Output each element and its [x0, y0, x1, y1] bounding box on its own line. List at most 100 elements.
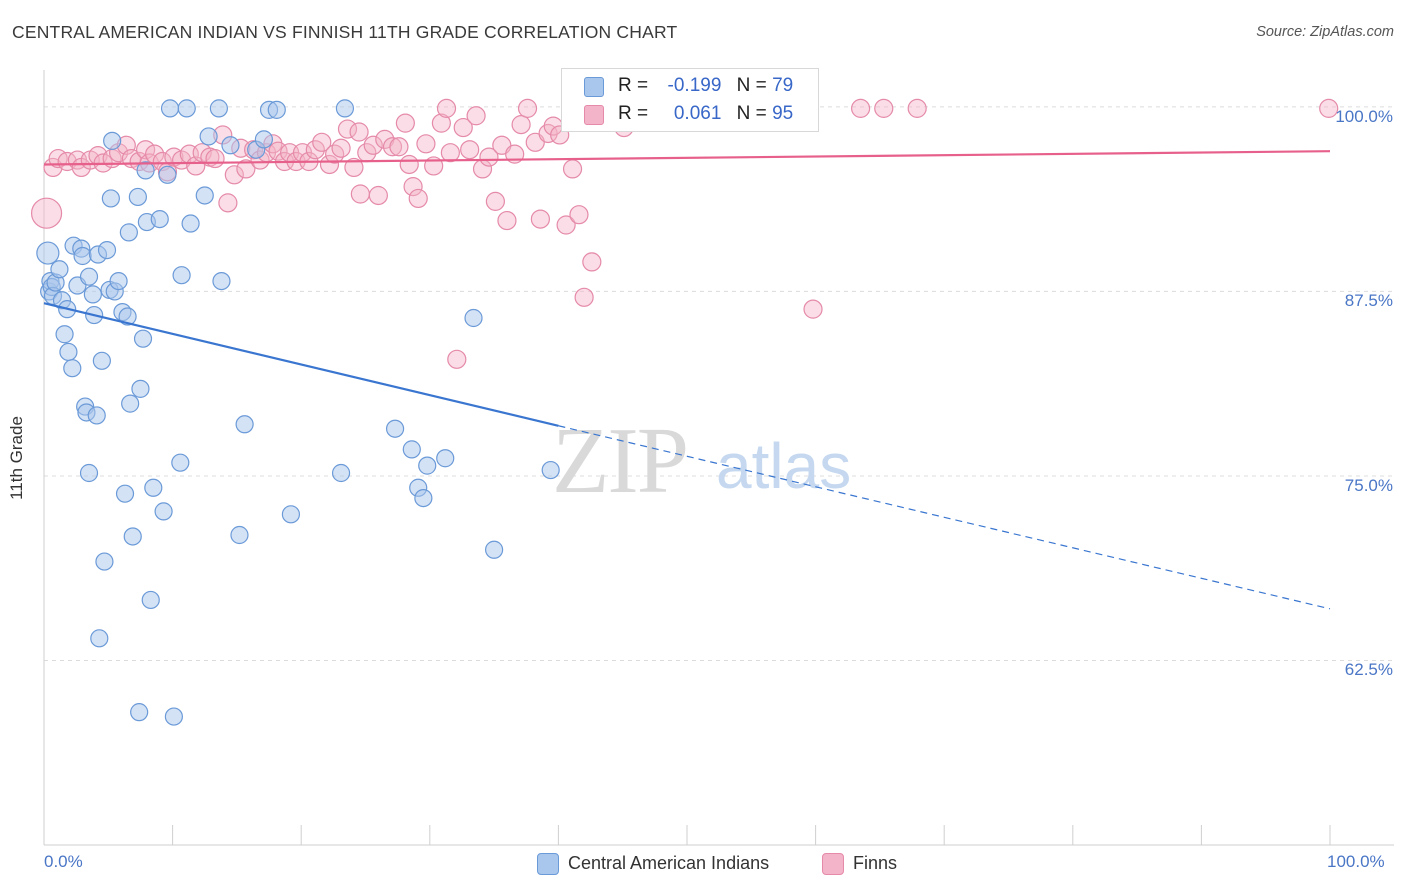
finns-point: [344, 157, 364, 178]
central-american-indians-point: [150, 209, 169, 229]
central-american-indians-point: [119, 223, 138, 242]
watermark-atlas: atlas: [716, 430, 851, 502]
finns-point: [485, 191, 505, 211]
finns-point: [172, 150, 192, 170]
finns-point: [1319, 98, 1339, 118]
central-american-indians-point: [95, 552, 114, 571]
legend-swatch-blue: [537, 853, 559, 875]
central-american-indians-point: [254, 130, 274, 149]
y-tick-label: 75.0%: [1344, 475, 1393, 495]
central-american-indians-point: [79, 267, 99, 286]
finns-point: [803, 299, 823, 319]
central-american-indians-point: [164, 707, 183, 726]
central-american-indians-point: [158, 165, 177, 184]
x-tick-min: 0.0%: [44, 852, 83, 871]
finns-point: [416, 134, 436, 154]
finns-point: [331, 138, 351, 158]
finns-point: [389, 137, 409, 157]
central-american-indians-points: [36, 99, 560, 726]
trend-lines: [43, 150, 1331, 610]
finns-point: [43, 157, 63, 178]
central-american-indians-trend-dashed: [558, 425, 1331, 610]
central-american-indians-trend-solid: [43, 302, 559, 427]
central-american-indians-point: [335, 99, 355, 118]
finns-point: [851, 98, 871, 118]
finns-point: [408, 188, 428, 209]
finns-point: [562, 159, 583, 179]
finns-point: [395, 113, 415, 133]
finns-point: [907, 98, 927, 118]
finns-point: [574, 287, 594, 307]
finns-point: [399, 154, 419, 175]
finns-point: [205, 148, 225, 169]
central-american-indians-point: [63, 359, 82, 378]
finns-point: [312, 132, 332, 152]
source-label: Source: ZipAtlas.com: [1256, 24, 1394, 40]
finns-point: [57, 151, 77, 172]
finns-point: [218, 193, 238, 213]
central-american-indians-point: [154, 502, 173, 521]
finns-point: [569, 205, 589, 225]
finns-points: [30, 98, 1339, 369]
y-tick-label: 87.5%: [1344, 291, 1393, 311]
finns-point: [453, 117, 473, 138]
central-american-indians-point: [464, 308, 483, 328]
central-american-indians-point: [92, 351, 111, 370]
legend-n-label: N =: [736, 103, 767, 124]
central-american-indians-point: [50, 260, 69, 279]
finns-point: [466, 106, 486, 126]
central-american-indians-point: [128, 187, 147, 207]
grid-lines: [44, 106, 1394, 661]
finns-point: [403, 177, 423, 197]
finns-trend-line: [43, 150, 1331, 166]
axes: [43, 70, 1394, 846]
finns-point: [224, 165, 244, 185]
central-american-indians-point: [385, 419, 405, 438]
legend-r-value: -0.199: [667, 75, 722, 96]
finns-point: [517, 98, 538, 118]
finns-point: [479, 147, 499, 167]
chart-title: CENTRAL AMERICAN INDIAN VS FINNISH 11TH …: [12, 22, 678, 42]
finns-point: [440, 143, 460, 163]
central-american-indians-point: [221, 136, 240, 155]
central-american-indians-point: [402, 440, 421, 459]
central-american-indians-point: [133, 329, 153, 348]
x-tick-max: 100.0%: [1327, 852, 1385, 871]
legend-label: Central American Indians: [568, 853, 770, 873]
central-american-indians-point: [418, 456, 437, 475]
central-american-indians-point: [59, 342, 78, 362]
central-american-indians-point: [118, 307, 137, 326]
central-american-indians-point: [109, 271, 128, 291]
central-american-indians-point: [101, 189, 120, 208]
central-american-indians-point: [212, 271, 231, 291]
finns-point: [363, 135, 383, 155]
central-american-indians-point: [141, 590, 160, 610]
central-american-indians-point: [87, 406, 106, 425]
finns-point: [382, 137, 403, 157]
finns-point: [337, 119, 358, 139]
finns-point: [447, 349, 467, 369]
central-american-indians-point: [281, 505, 301, 524]
central-american-indians-point: [36, 241, 60, 265]
central-american-indians-point: [55, 325, 74, 344]
central-american-indians-point: [123, 527, 142, 546]
finns-point: [164, 147, 184, 167]
central-american-indians-point: [209, 99, 228, 118]
central-american-indians-point: [414, 488, 433, 508]
central-american-indians-point: [131, 379, 150, 398]
central-american-indians-point: [136, 161, 155, 180]
central-american-indians-point: [83, 285, 102, 304]
central-american-indians-point: [235, 415, 254, 434]
finns-point: [368, 185, 388, 206]
central-american-indians-point: [181, 214, 200, 233]
central-american-indians-point: [90, 629, 109, 648]
legend-swatch-pink: [822, 853, 844, 875]
legend-r-label: R =: [618, 75, 649, 96]
legend-n-value: 79: [772, 75, 794, 96]
finns-point: [30, 197, 63, 229]
finns-point: [305, 140, 325, 160]
central-american-indians-point: [485, 540, 504, 559]
central-american-indians-point: [267, 100, 286, 119]
stats-legend: R = -0.199 N = 79 R = 0.061 N = 95: [561, 68, 819, 132]
